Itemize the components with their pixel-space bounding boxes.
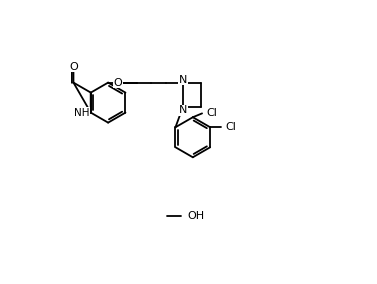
Text: Cl: Cl — [207, 108, 218, 118]
Text: O: O — [69, 62, 78, 72]
Text: N: N — [179, 105, 187, 115]
Text: Cl: Cl — [225, 122, 236, 132]
Text: O: O — [114, 78, 123, 87]
Text: NH: NH — [74, 108, 89, 118]
Text: N: N — [179, 74, 187, 85]
Text: OH: OH — [187, 211, 205, 221]
